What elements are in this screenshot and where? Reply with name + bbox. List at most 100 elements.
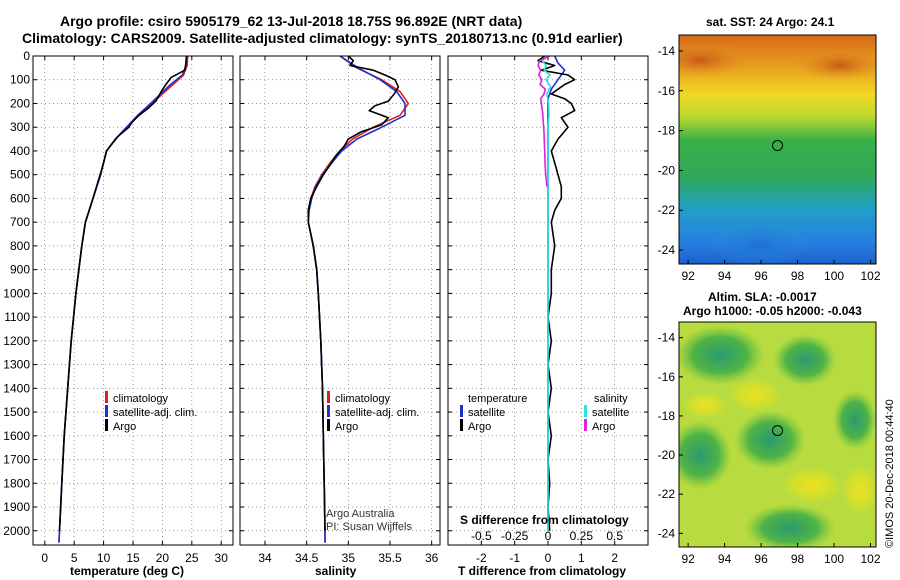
sst-warm-patch xyxy=(679,42,750,78)
x-tick-label: -2 xyxy=(476,551,487,565)
legend-swatch-t-satellite xyxy=(460,405,463,417)
legend-label: Argo xyxy=(335,421,358,433)
salinity-xlabel: salinity xyxy=(315,564,357,578)
x-tick-label: 10 xyxy=(97,551,111,565)
map-x-tick-label: 98 xyxy=(791,552,805,566)
sla-low-patch xyxy=(773,334,837,386)
legend-swatch-argo xyxy=(105,419,108,431)
sla-low-patch xyxy=(734,410,806,470)
map-x-tick-label: 96 xyxy=(754,269,768,283)
salinity-legend: climatology satellite-adj. clim. Argo xyxy=(327,391,419,433)
difference-legend-temperature: temperature satellite Argo xyxy=(460,393,527,433)
x-tick-label: 20 xyxy=(156,551,170,565)
y-tick-label: 0 xyxy=(23,49,30,63)
map-y-tick-label: -24 xyxy=(658,526,676,540)
sla-high-patch xyxy=(729,379,781,411)
sla-map-title: Altim. SLA: -0.0017 xyxy=(708,290,817,304)
y-tick-label: 1400 xyxy=(3,381,30,395)
plot-frame xyxy=(447,55,649,546)
legend-swatch-s-satellite xyxy=(584,405,587,417)
y-tick-label: 100 xyxy=(10,73,30,87)
y-tick-label: 1100 xyxy=(4,310,30,324)
map-x-tick-label: 102 xyxy=(861,552,881,566)
map-y-tick-label: -22 xyxy=(658,203,676,217)
sst-argo-location-marker xyxy=(772,140,783,152)
plot-area xyxy=(240,56,440,545)
plot-frame xyxy=(239,55,441,546)
legend-label: satellite-adj. clim. xyxy=(335,407,419,419)
series-line-argo xyxy=(307,55,400,531)
y-tick-label: 1200 xyxy=(3,334,30,348)
y-tick-label: 800 xyxy=(10,239,30,253)
legend-swatch-climatology xyxy=(105,391,108,403)
y-tick-label: 700 xyxy=(10,215,30,229)
sla-low-patch xyxy=(679,325,765,385)
sla-low-patch xyxy=(744,504,836,547)
map-x-tick-label: 92 xyxy=(681,269,695,283)
map-x-tick-label: 96 xyxy=(754,552,768,566)
difference-panel: -2 -1 0 1 2 -0.5 -0.25 0 0.25 0.5 xyxy=(447,55,649,565)
map-y-tick-label: -24 xyxy=(658,243,676,257)
top-x-tick-label: -0.25 xyxy=(501,529,529,543)
sla-high-patch xyxy=(842,466,876,514)
y-tick-label: 2000 xyxy=(3,524,30,538)
title-line-1: Argo profile: csiro 5905179_62 13-Jul-20… xyxy=(60,13,522,29)
legend-swatch-satellite xyxy=(105,405,108,417)
temperature-legend: climatology satellite-adj. clim. Argo xyxy=(105,391,197,433)
series-line-t-argo xyxy=(537,55,576,531)
sst-map-frame xyxy=(678,34,877,265)
legend-swatch-argo xyxy=(327,419,330,431)
legend-label: Argo xyxy=(113,421,136,433)
y-tick-label: 1600 xyxy=(3,429,30,443)
y-tick-label: 1300 xyxy=(3,358,30,372)
map-y-tick-label: -18 xyxy=(658,409,676,423)
map-x-tick-label: 100 xyxy=(824,269,844,283)
sst-cool-patch xyxy=(710,223,810,264)
map-y-tick-label: -14 xyxy=(658,44,676,58)
map-x-tick-label: 92 xyxy=(681,552,695,566)
difference-legend-salinity: salinity satellite Argo xyxy=(584,393,629,433)
legend-label: Argo xyxy=(468,421,491,433)
depth-axis: 0 100 200 300 400 500 600 700 800 900 1000 1100 1200… xyxy=(3,49,30,538)
y-tick-label: 1800 xyxy=(3,476,30,490)
x-tick-label: 25 xyxy=(185,551,199,565)
map-y-tick-label: -18 xyxy=(658,124,676,138)
map-x-tick-label: 100 xyxy=(824,552,844,566)
x-tick-label: 34 xyxy=(258,551,272,565)
sla-high-patch xyxy=(683,393,727,417)
legend-label: satellite xyxy=(592,407,629,419)
difference-xlabel: T difference from climatology xyxy=(458,564,626,578)
x-tick-label: 30 xyxy=(215,551,229,565)
x-tick-label: 34.5 xyxy=(295,551,319,565)
credit-line-2: PI: Susan Wijffels xyxy=(326,521,412,533)
x-tick-label: 0 xyxy=(41,551,48,565)
legend-label: climatology xyxy=(113,393,169,405)
legend-swatch-climatology xyxy=(327,391,330,403)
sla-map-axes: 92 94 96 98 100 102 -14 -16 -18 -20 -22 -24 xyxy=(658,331,881,566)
y-tick-label: 300 xyxy=(10,120,30,134)
x-tick-label: 1 xyxy=(578,551,585,565)
map-x-tick-label: 102 xyxy=(861,269,881,283)
legend-title: salinity xyxy=(594,393,628,405)
series-line-s-satellite xyxy=(541,55,552,531)
x-tick-label: 5 xyxy=(71,551,78,565)
map-x-tick-label: 94 xyxy=(718,269,732,283)
title-line-2: Climatology: CARS2009. Satellite-adjuste… xyxy=(22,30,623,46)
legend-swatch-s-argo xyxy=(584,419,587,431)
y-tick-label: 400 xyxy=(10,144,30,158)
x-tick-label: 0 xyxy=(545,551,552,565)
series-line-argo xyxy=(58,55,188,531)
x-tick-label: 36 xyxy=(425,551,439,565)
y-tick-label: 200 xyxy=(10,96,30,110)
sla-map xyxy=(679,322,876,547)
s-difference-label: S difference from climatology xyxy=(460,513,629,527)
y-tick-label: 1900 xyxy=(3,500,30,514)
salinity-panel: 34 34.5 35 35.5 36 xyxy=(239,55,441,565)
y-tick-label: 500 xyxy=(10,168,30,182)
x-tick-label: 2 xyxy=(611,551,618,565)
sla-low-patch xyxy=(833,390,876,450)
map-y-tick-label: -16 xyxy=(658,84,676,98)
legend-swatch-t-argo xyxy=(460,419,463,431)
y-tick-label: 1000 xyxy=(3,286,30,300)
